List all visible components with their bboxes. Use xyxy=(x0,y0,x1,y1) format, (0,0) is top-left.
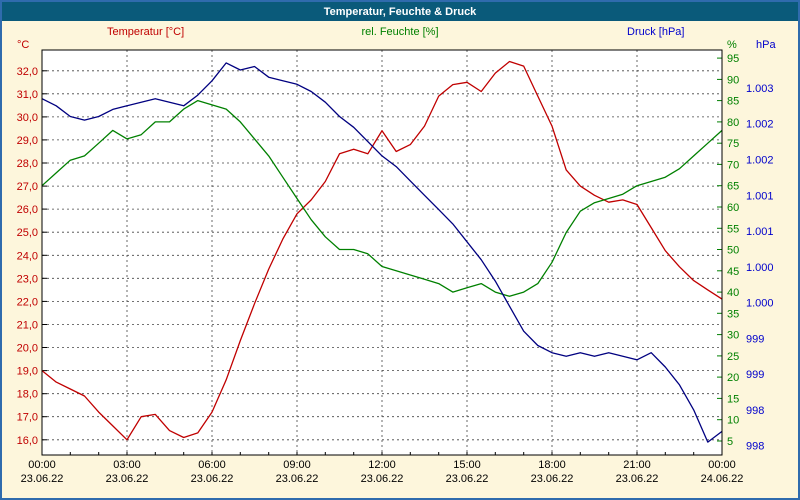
humidity-tick-label: 55 xyxy=(727,223,739,235)
pressure-tick-label: 1.002 xyxy=(746,119,774,131)
temp-tick-label: 17,0 xyxy=(17,412,38,424)
left-axis-unit-label: °C xyxy=(17,39,30,51)
pressure-tick-label: 998 xyxy=(746,405,764,417)
humidity-tick-label: 35 xyxy=(727,308,739,320)
pressure-tick-label: 1.002 xyxy=(746,154,774,166)
x-date-label: 23.06.22 xyxy=(616,473,659,485)
temp-tick-label: 23,0 xyxy=(17,273,38,285)
temp-tick-label: 18,0 xyxy=(17,389,38,401)
x-time-label: 06:00 xyxy=(198,459,226,471)
temp-tick-label: 19,0 xyxy=(17,366,38,378)
humidity-tick-label: 5 xyxy=(727,436,733,448)
temp-tick-label: 30,0 xyxy=(17,112,38,124)
plot-frame xyxy=(41,49,723,456)
legend-humidity: rel. Feuchte [%] xyxy=(361,26,439,38)
pressure-tick-label: 1.001 xyxy=(746,226,774,238)
x-time-label: 00:00 xyxy=(28,459,56,471)
pressure-tick-label: 1.000 xyxy=(746,262,774,274)
temp-tick-label: 22,0 xyxy=(17,296,38,308)
pressure-tick-label: 999 xyxy=(746,333,764,345)
humidity-tick-label: 95 xyxy=(727,53,739,65)
x-date-label: 23.06.22 xyxy=(446,473,489,485)
temp-tick-label: 21,0 xyxy=(17,319,38,331)
humidity-tick-label: 45 xyxy=(727,266,739,278)
humidity-tick-label: 30 xyxy=(727,330,739,342)
temp-tick-label: 31,0 xyxy=(17,89,38,101)
x-date-label: 23.06.22 xyxy=(191,473,234,485)
humidity-tick-label: 75 xyxy=(727,138,739,150)
x-time-label: 12:00 xyxy=(368,459,396,471)
humidity-tick-label: 70 xyxy=(727,159,739,171)
plot-background xyxy=(42,50,722,455)
temp-tick-label: 20,0 xyxy=(17,343,38,355)
temp-tick-label: 25,0 xyxy=(17,227,38,239)
temperature-curve xyxy=(41,60,723,441)
temp-tick-label: 24,0 xyxy=(17,250,38,262)
x-date-label: 23.06.22 xyxy=(531,473,574,485)
humidity-tick-label: 90 xyxy=(727,74,739,86)
humidity-tick-label: 15 xyxy=(727,393,739,405)
pressure-tick-label: 999 xyxy=(746,369,764,381)
x-time-label: 21:00 xyxy=(623,459,651,471)
pressure-tick-label: 1.001 xyxy=(746,190,774,202)
x-date-label: 23.06.22 xyxy=(361,473,404,485)
temp-tick-label: 26,0 xyxy=(17,204,38,216)
humidity-tick-label: 25 xyxy=(727,351,739,363)
pressure-tick-label: 1.003 xyxy=(746,83,774,95)
temp-tick-label: 29,0 xyxy=(17,135,38,147)
far-right-axis-unit-label: hPa xyxy=(756,39,776,51)
humidity-curve xyxy=(41,99,723,297)
x-date-label: 23.06.22 xyxy=(21,473,64,485)
x-time-label: 18:00 xyxy=(538,459,566,471)
humidity-tick-label: 85 xyxy=(727,96,739,108)
temp-tick-label: 16,0 xyxy=(17,435,38,447)
humidity-tick-label: 80 xyxy=(727,117,739,129)
x-time-label: 03:00 xyxy=(113,459,141,471)
humidity-tick-label: 40 xyxy=(727,287,739,299)
humidity-tick-label: 60 xyxy=(727,202,739,214)
window-titlebar[interactable]: Temperatur, Feuchte & Druck xyxy=(2,2,798,21)
x-date-label: 24.06.22 xyxy=(701,473,744,485)
window-title: Temperatur, Feuchte & Druck xyxy=(323,5,477,18)
x-time-label: 09:00 xyxy=(283,459,311,471)
temp-tick-label: 28,0 xyxy=(17,158,38,170)
legend-pressure: Druck [hPa] xyxy=(627,26,685,38)
right-axis-unit-label: % xyxy=(727,39,737,51)
temp-tick-label: 32,0 xyxy=(17,66,38,78)
humidity-tick-label: 65 xyxy=(727,181,739,193)
x-date-label: 23.06.22 xyxy=(276,473,319,485)
x-time-label: 00:00 xyxy=(708,459,736,471)
x-date-label: 23.06.22 xyxy=(106,473,149,485)
pressure-tick-label: 1.000 xyxy=(746,298,774,310)
humidity-tick-label: 50 xyxy=(727,245,739,257)
pressure-curve xyxy=(41,62,723,443)
temp-tick-label: 27,0 xyxy=(17,181,38,193)
humidity-tick-label: 20 xyxy=(727,372,739,384)
pressure-tick-label: 998 xyxy=(746,441,764,453)
x-time-label: 15:00 xyxy=(453,459,481,471)
legend-temperature: Temperatur [°C] xyxy=(107,26,185,38)
humidity-tick-label: 10 xyxy=(727,415,739,427)
